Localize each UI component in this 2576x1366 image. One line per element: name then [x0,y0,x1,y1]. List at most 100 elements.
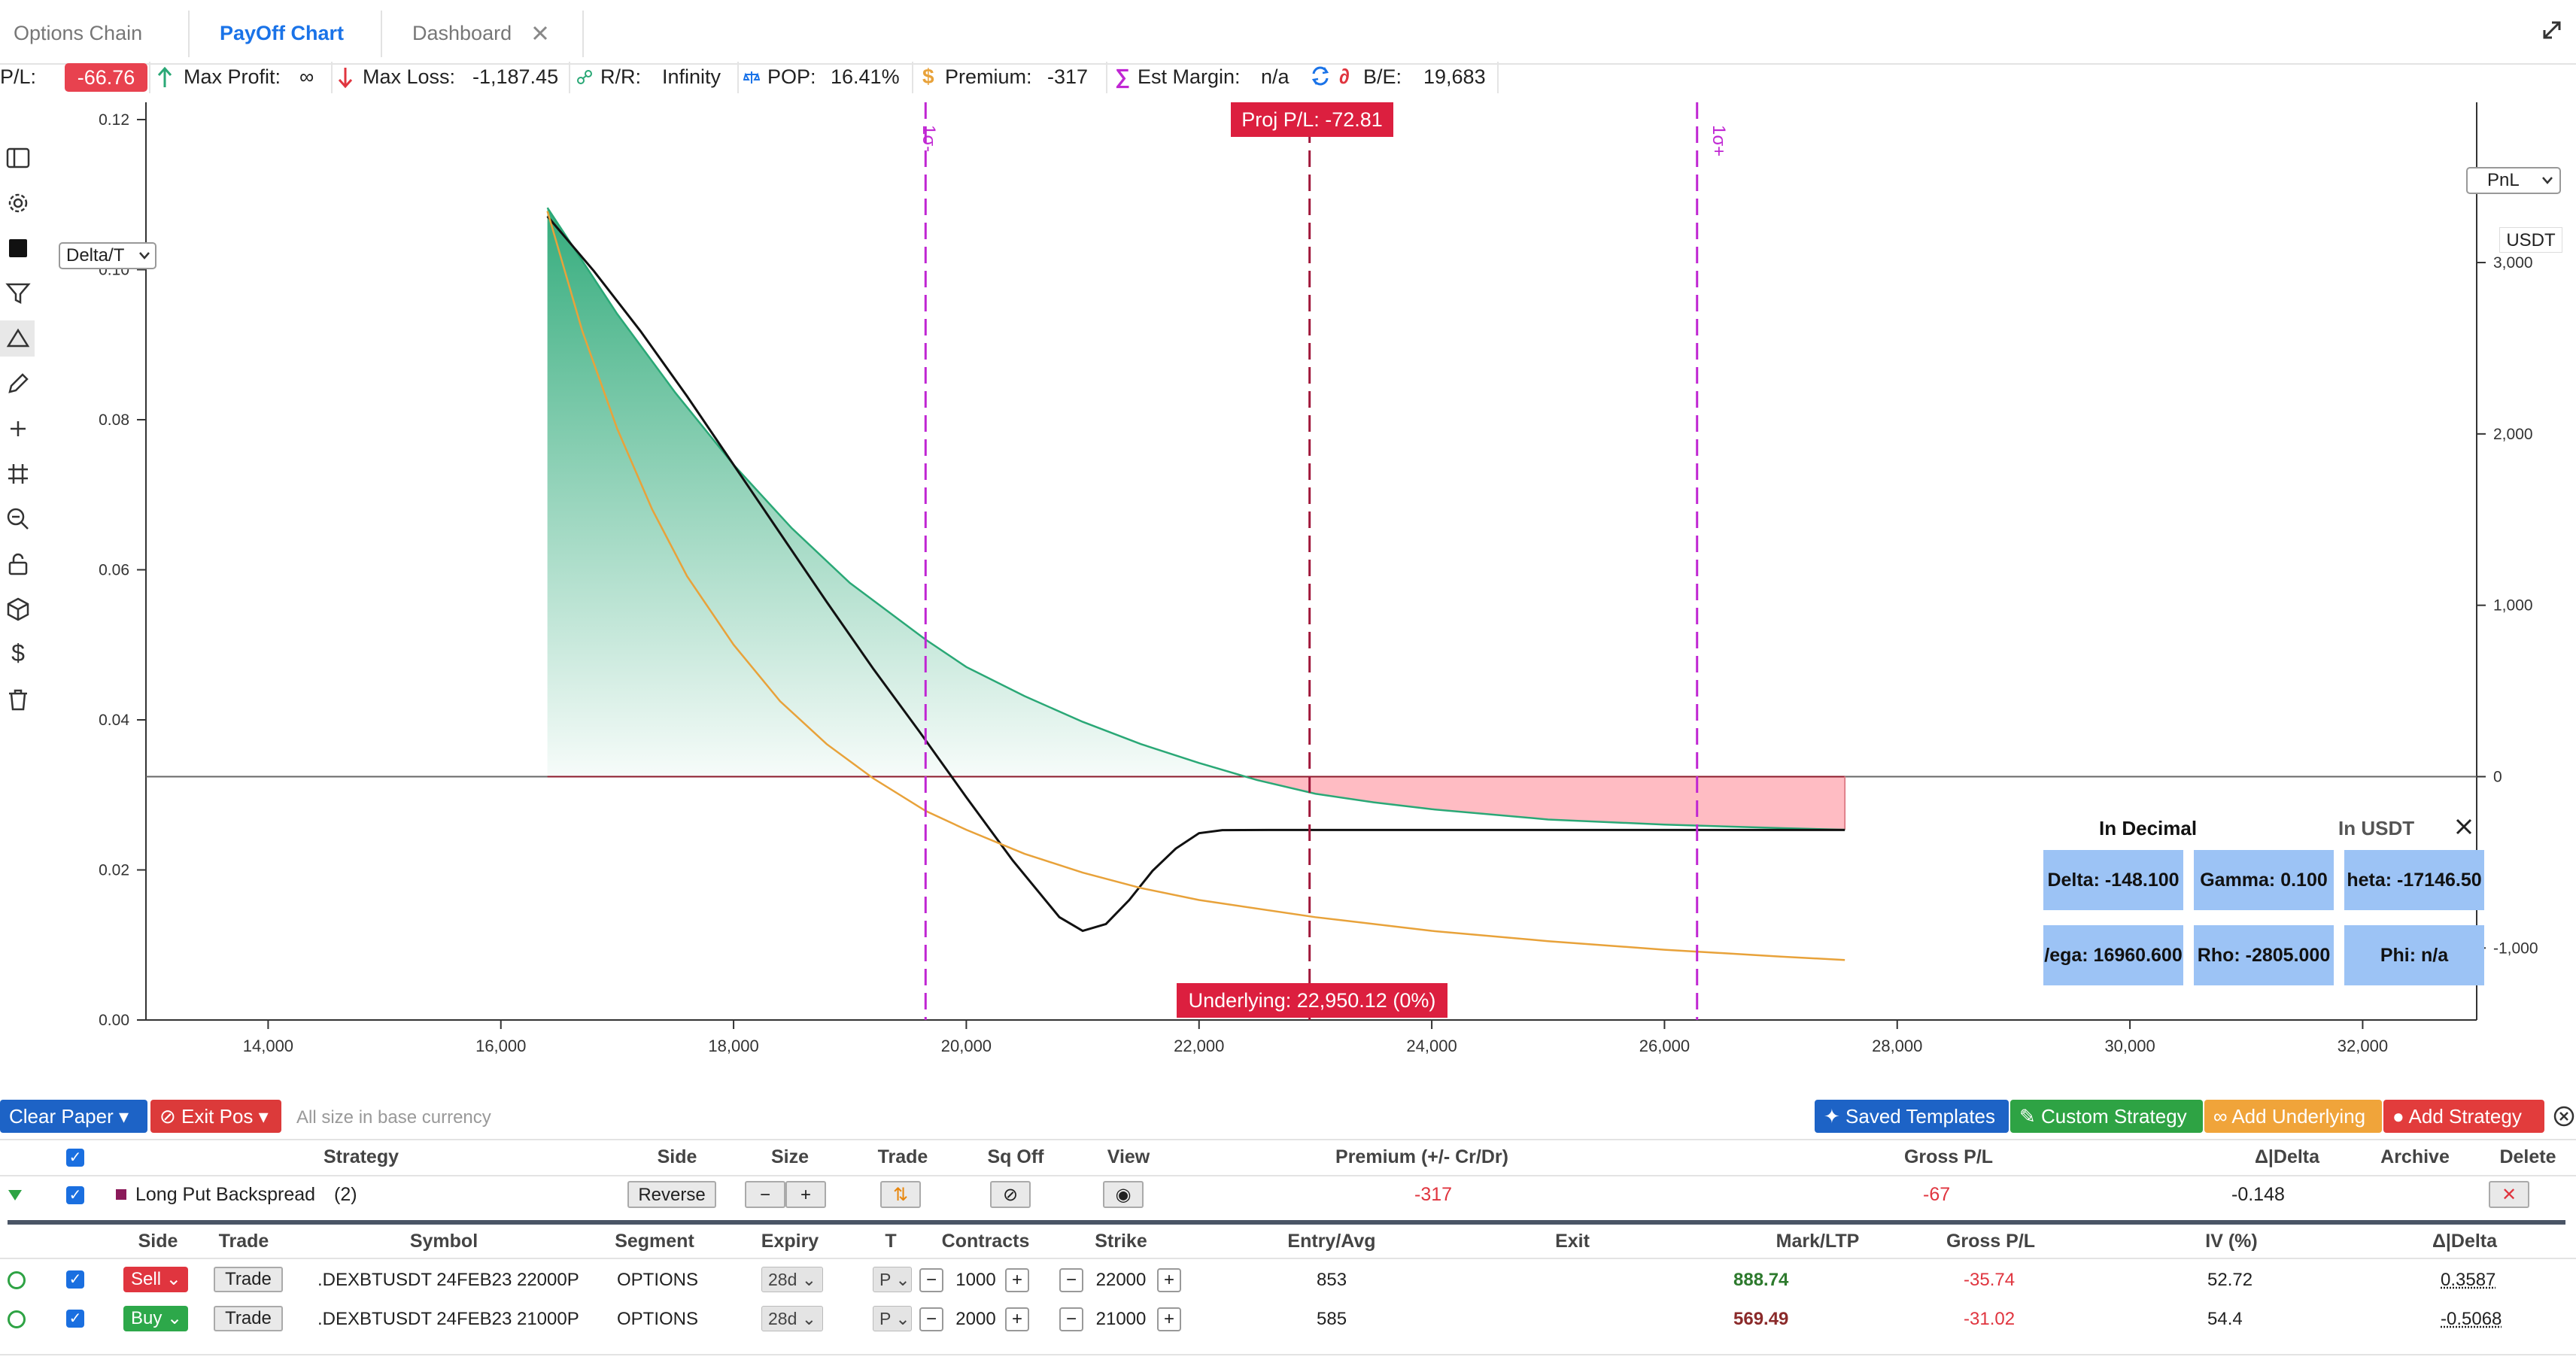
leg-header-side: Side [138,1231,178,1252]
leg-checkbox[interactable]: ✓ [66,1310,84,1328]
delta-line[interactable] [546,211,1845,961]
leg-trade-button[interactable]: Trade [214,1267,283,1292]
tab-bar: Options Chain PayOff Chart Dashboard [0,0,2576,65]
contracts-decrease-button[interactable]: − [919,1268,943,1292]
leg-strike: 22000 [1095,1270,1147,1290]
view-button[interactable]: ◉ [1103,1181,1144,1208]
add-strategy-button[interactable]: ● Add Strategy [2383,1100,2544,1133]
leg-trade-button[interactable]: Trade [214,1306,283,1331]
leg-side-select[interactable]: Sell ⌄ [123,1267,188,1292]
trash-icon[interactable] [5,686,32,713]
strategy-name: Long Put Backspread [135,1184,316,1205]
contracts-increase-button[interactable]: + [1005,1307,1029,1331]
payoff-chart[interactable]: 14,000 16,000 18,000 20,000 22,000 24,000 26,0… [0,96,2576,1104]
leg-segment: OPTIONS [617,1309,699,1329]
size-note: All size in base currency [296,1107,491,1128]
close-greeks-icon[interactable] [2454,817,2474,836]
exit-pos-button[interactable]: ⊘ Exit Pos ▾ [150,1100,281,1133]
dollar-tool-icon[interactable]: $ [11,639,25,666]
tab-dashboard[interactable]: Dashboard [412,22,512,44]
zoom-out-icon[interactable] [5,505,32,533]
leg-contracts: 2000 [955,1309,996,1329]
leg-type-select[interactable]: P ⌄ [873,1267,912,1292]
right-axis-selector[interactable]: PnL [2466,167,2561,194]
strike-decrease-button[interactable]: − [1059,1307,1083,1331]
reverse-button[interactable]: Reverse [627,1181,716,1208]
leg-type-select[interactable]: P ⌄ [873,1306,912,1331]
size-decrease-button[interactable]: − [745,1181,785,1208]
leg-entry: 853 [1317,1270,1347,1290]
strategy-delta: -0.148 [2231,1184,2285,1205]
leg-expiry-select[interactable]: 28d ⌄ [761,1267,823,1292]
header-view: View [1107,1146,1150,1167]
plus-icon[interactable] [5,415,32,442]
left-axis-selector-label: Delta/T [66,245,125,266]
pop-label: POP: [767,65,816,88]
greeks-usdt-title[interactable]: In USDT [2338,817,2415,839]
metrics-bar: P/L: [0,57,2576,96]
gear-icon[interactable] [5,190,32,217]
greek-theta: heta: -17146.50 [2344,850,2484,910]
refresh-icon[interactable] [1309,65,1332,87]
saved-templates-button[interactable]: ✦ Saved Templates [1815,1100,2009,1133]
contracts-decrease-button[interactable]: − [919,1307,943,1331]
header-strategy: Strategy [323,1146,399,1167]
scale-icon [743,71,760,83]
leg-checkbox[interactable]: ✓ [66,1270,84,1289]
clear-paper-button[interactable]: Clear Paper ▾ [0,1100,147,1133]
pencil-icon[interactable] [5,370,32,397]
leg-side-select[interactable]: Buy ⌄ [123,1306,188,1331]
custom-strategy-button[interactable]: ✎ Custom Strategy [2010,1100,2203,1133]
tab-options-chain[interactable]: Options Chain [14,22,143,44]
close-panel-icon[interactable] [2553,1106,2574,1127]
square-off-button[interactable]: ⊘ [990,1181,1031,1208]
be-label: B/E: [1363,65,1402,88]
pnl-target-line[interactable] [546,207,1845,831]
leg-radio[interactable] [8,1310,26,1328]
color-swatch-icon[interactable] [5,235,32,262]
add-underlying-button[interactable]: ∞ Add Underlying [2204,1100,2382,1133]
left-tick-label: 0.02 [99,861,129,879]
tab-payoff-chart[interactable]: PayOff Chart [220,22,345,44]
add-strategy-label: Add Strategy [2408,1105,2522,1128]
strike-increase-button[interactable]: + [1157,1307,1181,1331]
section-divider [8,1220,2565,1225]
sidebar-toggle-icon[interactable] [5,144,32,172]
greek-vega: /ega: 16960.600 [2043,925,2183,985]
delete-strategy-button[interactable]: ✕ [2489,1181,2529,1208]
contracts-increase-button[interactable]: + [1005,1268,1029,1292]
grid-icon[interactable] [5,460,32,487]
filter-icon[interactable] [5,280,32,307]
pnl-expiry-line[interactable] [546,215,1845,933]
greek-delta: Delta: -148.100 [2043,850,2183,910]
trade-button[interactable]: ⇅ [880,1181,921,1208]
strike-increase-button[interactable]: + [1157,1268,1181,1292]
table-divider [0,1175,2576,1176]
leg-header-iv: IV (%) [2205,1231,2258,1252]
lock-icon[interactable] [5,551,32,578]
greeks-decimal-title[interactable]: In Decimal [2099,817,2198,839]
expand-triangle-icon[interactable] [8,1189,23,1201]
strategy-color-marker [116,1189,126,1200]
eye-icon: ◉ [1115,1185,1132,1205]
close-tab-icon[interactable] [531,24,549,42]
x-tick-label: 32,000 [2338,1037,2388,1055]
strategy-checkbox[interactable]: ✓ [66,1186,84,1204]
expand-icon[interactable] [2540,18,2564,42]
cube-icon[interactable] [5,596,32,623]
leg-header-strike: Strike [1095,1231,1147,1252]
leg-header-symbol: Symbol [409,1231,478,1252]
triangle-icon[interactable] [5,325,32,352]
metric-divider [569,62,570,93]
chevron-down-icon [139,252,150,260]
max-profit-label: Max Profit: [184,65,281,88]
currency-label: USDT [2499,227,2562,253]
strike-decrease-button[interactable]: − [1059,1268,1083,1292]
size-increase-button[interactable]: + [785,1181,826,1208]
left-axis-selector[interactable]: Delta/T [59,242,156,269]
leg-expiry-select[interactable]: 28d ⌄ [761,1306,823,1331]
leg-radio[interactable] [8,1271,26,1289]
chevron-down-icon [2542,177,2553,184]
select-all-checkbox[interactable]: ✓ [66,1149,84,1167]
leg-header-delta: Δ|Delta [2432,1231,2498,1252]
